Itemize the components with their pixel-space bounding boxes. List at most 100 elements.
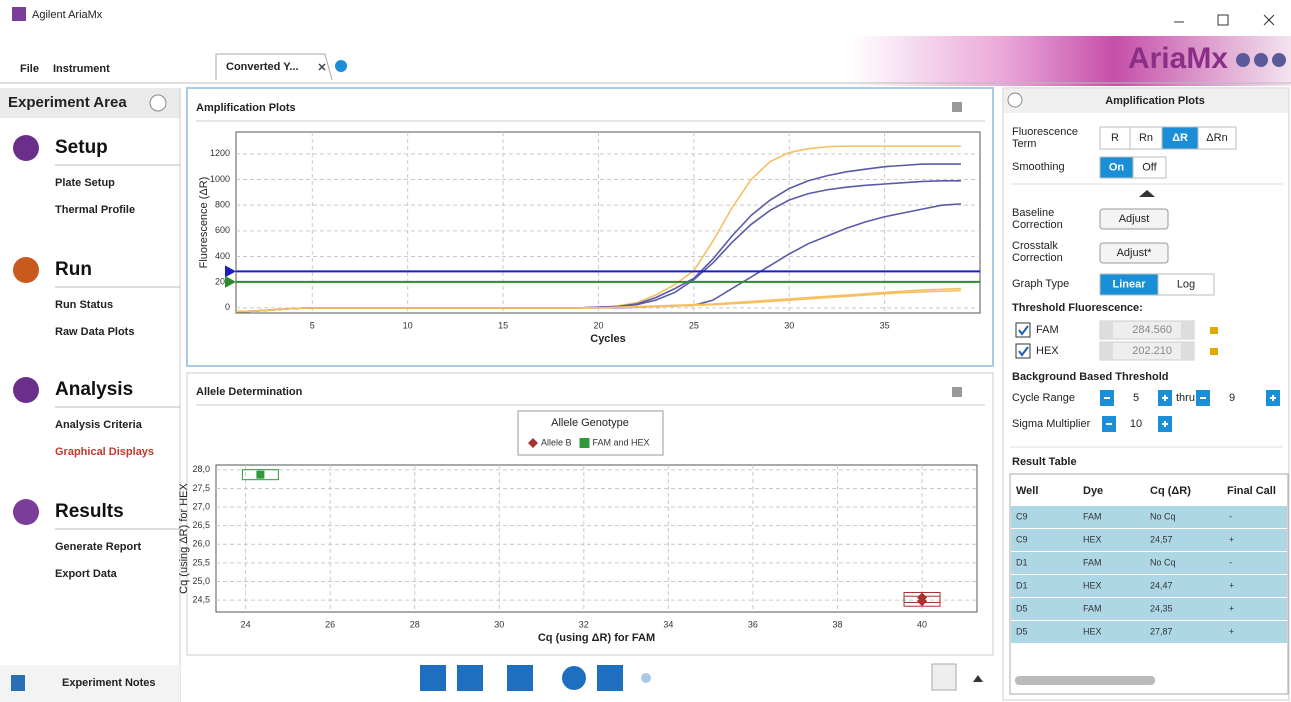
toggle-option-label[interactable]: Linear	[1112, 278, 1146, 290]
y-tick-label: 1000	[210, 174, 230, 184]
column-header: Well	[1016, 485, 1038, 497]
table-row[interactable]	[1011, 506, 1287, 528]
table-cell: 27,87	[1150, 626, 1173, 636]
sidebar-title: Experiment Area	[8, 94, 127, 111]
button-label[interactable]: Adjust*	[1117, 247, 1153, 259]
toggle-option-label[interactable]: On	[1109, 161, 1125, 173]
table-row[interactable]	[1011, 575, 1287, 597]
x-tick-label: 5	[310, 320, 315, 330]
collapse-button[interactable]	[150, 95, 166, 111]
nav-item[interactable]: Graphical Displays	[55, 446, 154, 458]
stepper	[1101, 343, 1113, 359]
x-tick-label: 24	[241, 619, 251, 629]
header-icons[interactable]	[1236, 53, 1286, 67]
plot-area	[236, 132, 980, 313]
threshold-value: 202.210	[1132, 345, 1172, 357]
column-header: Final Call	[1227, 485, 1276, 497]
table-cell: 24,35	[1150, 603, 1173, 613]
section-icon	[13, 135, 39, 161]
brand-logo: AriaMx	[1128, 42, 1228, 75]
table-cell: C9	[1016, 511, 1028, 521]
panel-title: Amplification Plots	[196, 102, 296, 114]
section-title[interactable]: Analysis	[55, 379, 133, 400]
y-tick-label: 27,5	[192, 483, 210, 493]
x-axis-label: Cq (using ΔR) for FAM	[538, 632, 655, 644]
dye-label: HEX	[1036, 345, 1059, 357]
nav-item[interactable]: Raw Data Plots	[55, 326, 134, 338]
setting-label: Fluorescence	[1012, 126, 1078, 138]
checkbox[interactable]	[1016, 323, 1030, 337]
x-tick-label: 40	[917, 619, 927, 629]
table-cell: 24,57	[1150, 534, 1173, 544]
table-cell: HEX	[1083, 534, 1102, 544]
nav-item[interactable]: Analysis Criteria	[55, 419, 143, 431]
setting-label: Crosstalk	[1012, 240, 1058, 252]
setting-label: Sigma Multiplier	[1012, 418, 1091, 430]
table-cell: +	[1229, 580, 1234, 590]
nav-item[interactable]: Thermal Profile	[55, 204, 135, 216]
setting-label: Correction	[1012, 219, 1063, 231]
toggle-option-label[interactable]: ΔRn	[1206, 132, 1227, 144]
dye-label: FAM	[1036, 324, 1059, 336]
y-tick-label: 28,0	[192, 464, 210, 474]
nav-item[interactable]: Generate Report	[55, 541, 142, 553]
x-tick-label: 34	[663, 619, 673, 629]
tab-label[interactable]: Converted Y...	[226, 61, 299, 73]
add-tab[interactable]	[335, 60, 347, 72]
scrollbar[interactable]	[1015, 676, 1155, 685]
toggle-option-label[interactable]: ΔR	[1172, 132, 1188, 144]
nav-item[interactable]: Export Data	[55, 568, 118, 580]
collapse-button[interactable]	[1008, 93, 1022, 107]
x-tick-label: 26	[325, 619, 335, 629]
setting-label: Smoothing	[1012, 161, 1065, 173]
table-cell: HEX	[1083, 626, 1102, 636]
section-title[interactable]: Setup	[55, 137, 108, 158]
y-tick-label: 400	[215, 251, 230, 261]
legend-swatch	[580, 438, 590, 448]
app-icon	[12, 7, 26, 21]
legend-label: FAM and HEX	[593, 437, 650, 447]
checkbox[interactable]	[1016, 344, 1030, 358]
table-cell: No Cq	[1150, 557, 1176, 567]
toggle-option-label[interactable]: Log	[1177, 278, 1195, 290]
app-window: Agilent AriaMx File Instrument Converted Y.…	[0, 0, 1291, 702]
nav-item[interactable]: Run Status	[55, 299, 113, 311]
table-cell: No Cq	[1150, 511, 1176, 521]
menu-item[interactable]: Instrument	[53, 63, 110, 75]
table-row[interactable]	[1011, 529, 1287, 551]
x-tick-label: 32	[579, 619, 589, 629]
table-cell: -	[1229, 557, 1232, 567]
section-title[interactable]: Results	[55, 501, 124, 522]
y-tick-label: 24,5	[192, 594, 210, 604]
table-row[interactable]	[1011, 621, 1287, 643]
x-tick-label: 20	[593, 320, 603, 330]
y-tick-label: 26,5	[192, 520, 210, 530]
y-tick-label: 25,5	[192, 557, 210, 567]
x-tick-label: 30	[494, 619, 504, 629]
section-title[interactable]: Run	[55, 259, 92, 280]
button-label[interactable]: Adjust	[1119, 213, 1150, 225]
nav-item[interactable]: Plate Setup	[55, 177, 115, 189]
toggle-option-label[interactable]: Off	[1142, 161, 1157, 173]
table-row[interactable]	[1011, 552, 1287, 574]
input-value: 5	[1133, 392, 1139, 404]
y-axis-label: Fluorescence (ΔR)	[198, 177, 210, 269]
section-label: Threshold Fluorescence:	[1012, 302, 1143, 314]
settings-title: Amplification Plots	[1105, 95, 1205, 107]
data-point[interactable]	[256, 471, 264, 479]
stepper	[1181, 343, 1193, 359]
section-label: Background Based Threshold	[1012, 371, 1168, 383]
section-icon	[13, 499, 39, 525]
table-row[interactable]	[1011, 598, 1287, 620]
setting-label: thru	[1176, 392, 1195, 404]
table-cell: +	[1229, 626, 1234, 636]
x-tick-label: 10	[403, 320, 413, 330]
menu-item[interactable]: File	[20, 63, 39, 75]
notes-label[interactable]: Experiment Notes	[62, 677, 156, 689]
section-icon	[13, 377, 39, 403]
toggle-option-label[interactable]: R	[1111, 132, 1119, 144]
toggle-option-label[interactable]: Rn	[1139, 132, 1153, 144]
table-cell: FAM	[1083, 603, 1102, 613]
window-title: Agilent AriaMx	[32, 9, 103, 21]
x-tick-label: 15	[498, 320, 508, 330]
